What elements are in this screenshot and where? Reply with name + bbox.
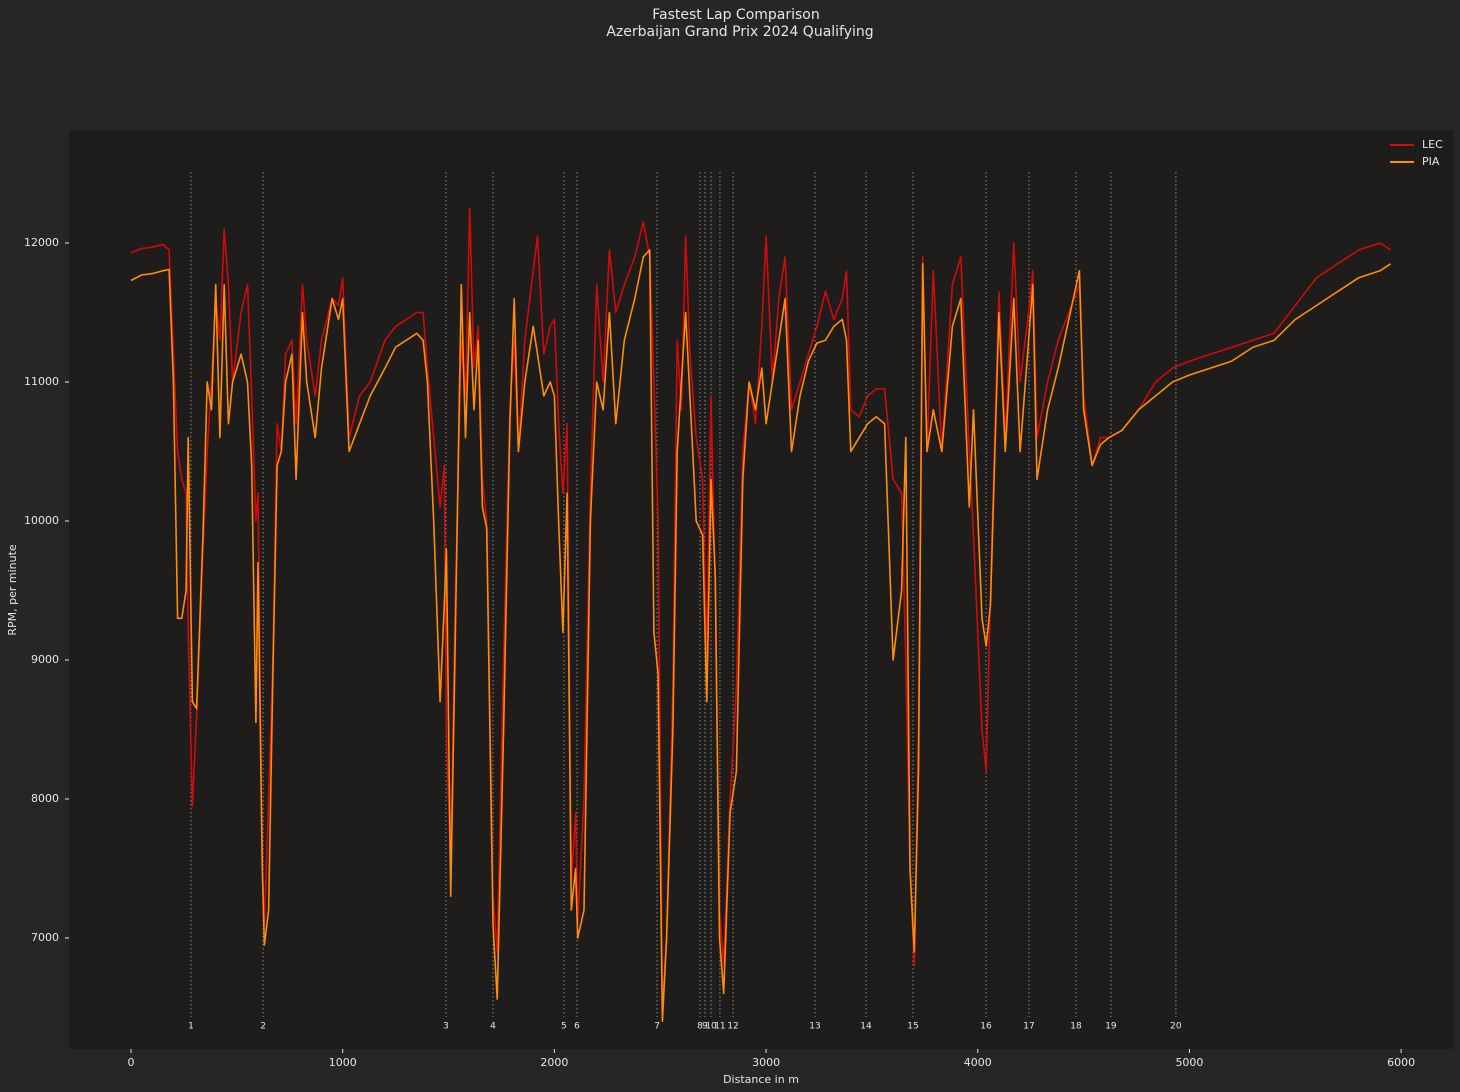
corner-label: 18 xyxy=(1070,1022,1082,1032)
corner-label: 8 xyxy=(697,1022,703,1032)
x-tick-label: 3000 xyxy=(752,1056,780,1069)
x-tick-label: 4000 xyxy=(964,1056,992,1069)
corner-label: 16 xyxy=(980,1022,992,1032)
corner-label: 20 xyxy=(1170,1022,1182,1032)
corner-label: 12 xyxy=(727,1022,738,1032)
chart-subtitle: Azerbaijan Grand Prix 2024 Qualifying xyxy=(606,24,873,40)
corner-label: 3 xyxy=(443,1022,449,1032)
corner-label: 5 xyxy=(561,1022,567,1032)
corner-label: 6 xyxy=(574,1022,580,1032)
x-tick-label: 6000 xyxy=(1387,1056,1415,1069)
corner-label: 13 xyxy=(809,1022,820,1032)
corner-label: 1 xyxy=(188,1022,194,1032)
corner-label: 7 xyxy=(654,1022,660,1032)
y-tick-label: 11000 xyxy=(24,375,59,388)
legend-label: PIA xyxy=(1422,155,1440,168)
y-axis-label: RPM, per minute xyxy=(6,544,19,636)
y-tick-label: 8000 xyxy=(31,792,59,805)
x-axis-label: Distance in m xyxy=(723,1073,799,1086)
y-tick-label: 7000 xyxy=(31,931,59,944)
corner-label: 11 xyxy=(714,1022,725,1032)
corner-label: 10 xyxy=(705,1022,717,1032)
corner-label: 14 xyxy=(860,1022,872,1032)
plot-area xyxy=(69,130,1453,1049)
legend-label: LEC xyxy=(1422,138,1443,151)
chart-title: Fastest Lap Comparison xyxy=(652,7,820,23)
y-tick-label: 10000 xyxy=(24,514,59,527)
corner-label: 15 xyxy=(907,1022,918,1032)
corner-label: 4 xyxy=(490,1022,496,1032)
corner-label: 2 xyxy=(260,1022,266,1032)
series-line xyxy=(130,249,1392,1023)
x-tick-label: 0 xyxy=(128,1056,135,1069)
corner-label: 9 xyxy=(702,1022,708,1032)
corner-label: 17 xyxy=(1023,1022,1034,1032)
y-tick-label: 12000 xyxy=(24,236,59,249)
y-tick-label: 9000 xyxy=(31,653,59,666)
x-tick-label: 1000 xyxy=(329,1056,357,1069)
x-tick-label: 5000 xyxy=(1175,1056,1203,1069)
x-tick-label: 2000 xyxy=(540,1056,568,1069)
corner-label: 19 xyxy=(1105,1022,1117,1032)
